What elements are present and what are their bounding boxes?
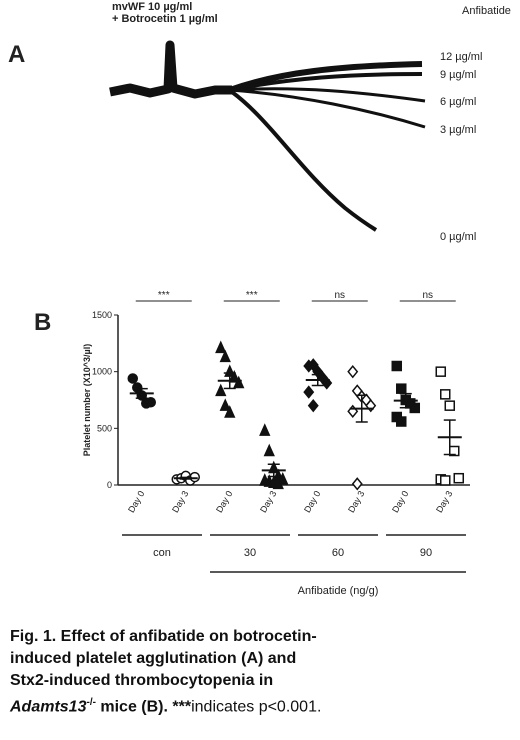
- point: [347, 404, 359, 419]
- significance: ***: [246, 290, 258, 301]
- caption-line: Fig. 1. Effect of anfibatide on botrocet…: [10, 626, 515, 648]
- caption-line: Stx2-induced thrombocytopenia in: [10, 670, 515, 692]
- point: [219, 398, 231, 411]
- caption-text: Fig. 1: [10, 628, 52, 645]
- caption-line: Adamts13-/- mice (B). ***indicates p<0.0…: [10, 692, 515, 718]
- dose-label: 3 µg/ml: [440, 124, 476, 136]
- caption-text: Adamts13: [10, 698, 87, 716]
- point: [347, 364, 359, 379]
- point: [435, 366, 447, 377]
- y-tick-label: 1500: [92, 310, 112, 320]
- x-tick-label: Day 0: [390, 489, 410, 514]
- y-tick-label: 1000: [92, 367, 112, 377]
- group-label: 60: [332, 547, 344, 559]
- caption-text: Stx2-induced thrombocytopenia in: [10, 672, 274, 689]
- point: [224, 405, 236, 418]
- caption-text: -/-: [86, 697, 96, 708]
- baseline-trace: [109, 40, 232, 99]
- caption-text: mice (B).: [95, 698, 173, 716]
- panel-label: B: [34, 309, 51, 336]
- x-axis-label: Anfibatide (ng/g): [298, 585, 379, 597]
- point: [444, 400, 456, 411]
- trace-6: [229, 87, 426, 103]
- point: [127, 373, 139, 384]
- x-tick-label: Day 3: [258, 489, 278, 514]
- point: [259, 423, 271, 436]
- point: [303, 385, 315, 399]
- trace-12: [228, 61, 423, 93]
- agonist-label: mvWF 10 µg/ml: [112, 1, 192, 13]
- panel-label: A: [8, 41, 25, 68]
- point: [440, 475, 451, 486]
- point: [307, 358, 319, 372]
- point: [351, 477, 363, 491]
- point: [132, 382, 143, 393]
- significance: ***: [158, 290, 170, 301]
- point: [396, 416, 407, 427]
- x-tick-label: Day 0: [126, 489, 146, 514]
- x-tick-label: Day 0: [214, 489, 234, 514]
- point: [263, 443, 275, 457]
- dose-label: 6 µg/ml: [440, 96, 476, 108]
- point: [391, 360, 403, 372]
- dose-title: Anfibatide: [462, 5, 511, 17]
- trace-0: [230, 90, 378, 232]
- point: [453, 472, 465, 484]
- dose-label: 12 µg/ml: [440, 51, 482, 63]
- x-tick-label: Day 3: [346, 489, 366, 514]
- point: [215, 340, 227, 354]
- point: [215, 383, 227, 397]
- y-tick-label: 0: [107, 480, 112, 490]
- group-label: 30: [244, 547, 256, 559]
- x-tick-label: Day 3: [170, 489, 190, 514]
- point: [440, 389, 451, 400]
- point: [145, 397, 157, 408]
- traces: [109, 40, 426, 232]
- point: [307, 398, 319, 413]
- agonist-label: + Botrocetin 1 µg/ml: [112, 13, 218, 25]
- significance: ns: [422, 290, 433, 301]
- point: [228, 370, 240, 383]
- point: [272, 476, 284, 490]
- trace-9: [229, 72, 423, 92]
- point: [233, 375, 245, 389]
- group-label: 90: [420, 547, 432, 559]
- x-tick-label: Day 0: [302, 489, 322, 514]
- caption-text: indicates p<0.001.: [191, 698, 322, 716]
- group-label: con: [153, 547, 171, 559]
- dose-label: 0 µg/ml: [440, 231, 476, 243]
- caption: Fig. 1. Effect of anfibatide on botrocet…: [10, 626, 515, 718]
- caption-text: induced platelet agglutination (A) and: [10, 650, 297, 667]
- dose-label: 9 µg/ml: [440, 69, 476, 81]
- caption-line: induced platelet agglutination (A) and: [10, 648, 515, 670]
- caption-text: ***: [172, 698, 192, 716]
- x-tick-label: Day 3: [434, 489, 454, 514]
- figure: A mvWF 10 µg/ml + Botrocetin 1 µg/ml Anf…: [8, 1, 511, 597]
- y-tick-label: 500: [97, 423, 112, 433]
- significance: ns: [334, 290, 345, 301]
- trace-3: [229, 88, 426, 129]
- caption-text: . Effect of anfibatide on botrocetin-: [51, 628, 317, 645]
- y-axis-label: Platelet number (X10^3/µl): [82, 344, 92, 456]
- point: [277, 472, 289, 485]
- point: [396, 383, 407, 394]
- point: [219, 349, 231, 363]
